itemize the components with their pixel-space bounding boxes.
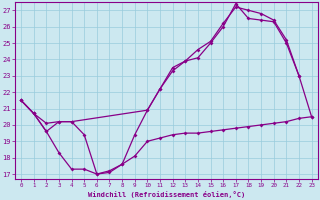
X-axis label: Windchill (Refroidissement éolien,°C): Windchill (Refroidissement éolien,°C) bbox=[88, 191, 245, 198]
